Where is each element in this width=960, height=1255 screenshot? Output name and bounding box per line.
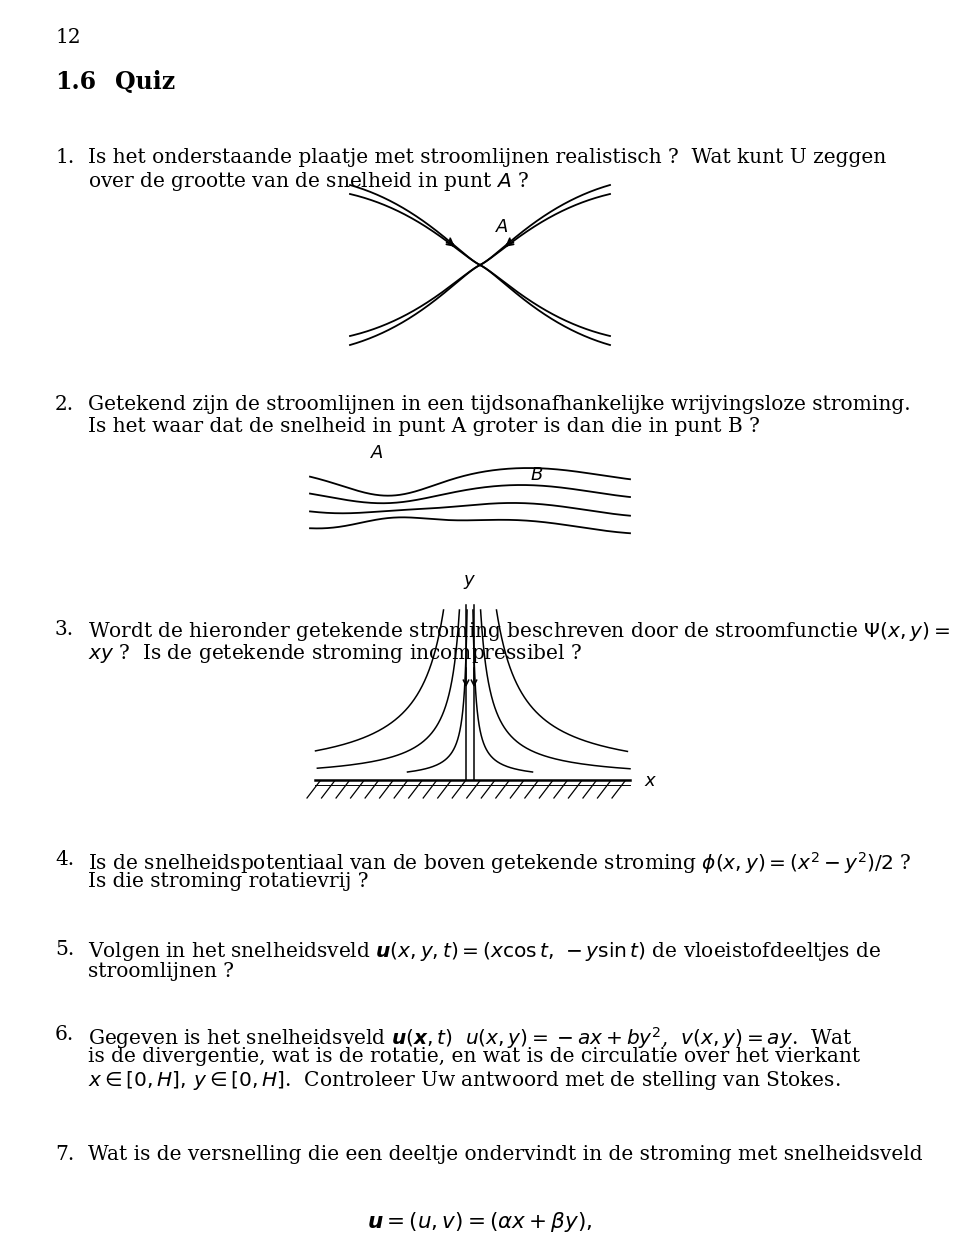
Text: over de grootte van de snelheid in punt $A$ ?: over de grootte van de snelheid in punt … [88,169,529,193]
Text: Quiz: Quiz [115,70,175,94]
Text: $A$: $A$ [370,444,384,462]
Text: $x$: $x$ [644,772,658,789]
Text: Volgen in het snelheidsveld $\boldsymbol{u}(x,y,t) = (x\cos t,\,-y\sin t)$ de vl: Volgen in het snelheidsveld $\boldsymbol… [88,940,881,963]
Text: 7.: 7. [55,1145,74,1163]
Text: 12: 12 [55,28,81,46]
Text: 1.6: 1.6 [55,70,96,94]
Text: $\boldsymbol{u} = (u,v) = (\alpha x + \beta y),$: $\boldsymbol{u} = (u,v) = (\alpha x + \b… [368,1210,592,1234]
Text: $x \in [0,H],\,y \in [0,H]$.  Controleer Uw antwoord met de stelling van Stokes.: $x \in [0,H],\,y \in [0,H]$. Controleer … [88,1069,841,1092]
Text: Is het onderstaande plaatje met stroomlijnen realistisch ?  Wat kunt U zeggen: Is het onderstaande plaatje met stroomli… [88,148,886,167]
Text: Getekend zijn de stroomlijnen in een tijdsonafhankelijke wrijvingsloze stroming.: Getekend zijn de stroomlijnen in een tij… [88,395,911,414]
Text: $A$: $A$ [495,218,509,236]
Text: 4.: 4. [55,850,74,868]
Text: 2.: 2. [55,395,74,414]
Text: $B$: $B$ [530,466,543,484]
Text: stroomlijnen ?: stroomlijnen ? [88,963,234,981]
Text: $xy$ ?  Is de getekende stroming incompressibel ?: $xy$ ? Is de getekende stroming incompre… [88,643,582,665]
Text: $y$: $y$ [464,574,477,591]
Text: is de divergentie, wat is de rotatie, en wat is de circulatie over het vierkant: is de divergentie, wat is de rotatie, en… [88,1047,860,1065]
Text: 6.: 6. [55,1025,74,1044]
Text: Is de snelheidspotentiaal van de boven getekende stroming $\phi(x,y) = (x^2-y^2): Is de snelheidspotentiaal van de boven g… [88,850,912,876]
Text: Wordt de hieronder getekende stroming beschreven door de stroomfunctie $\Psi(x,y: Wordt de hieronder getekende stroming be… [88,620,949,643]
Text: 3.: 3. [55,620,74,639]
Text: Gegeven is het snelheidsveld $\boldsymbol{u}(\boldsymbol{x},t)$  $u(x,y) = -ax +: Gegeven is het snelheidsveld $\boldsymbo… [88,1025,852,1050]
Text: Is het waar dat de snelheid in punt A groter is dan die in punt B ?: Is het waar dat de snelheid in punt A gr… [88,417,760,435]
Text: Is die stroming rotatievrij ?: Is die stroming rotatievrij ? [88,872,369,891]
Text: 1.: 1. [55,148,74,167]
Text: 5.: 5. [55,940,74,959]
Text: Wat is de versnelling die een deeltje ondervindt in de stroming met snelheidsvel: Wat is de versnelling die een deeltje on… [88,1145,923,1163]
